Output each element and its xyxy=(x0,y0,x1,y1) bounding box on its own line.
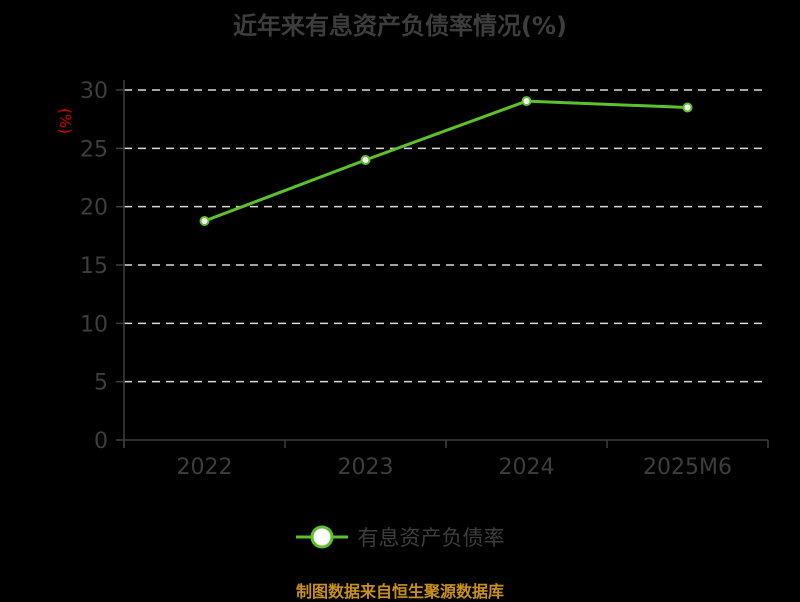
legend-line-marker-icon xyxy=(295,525,348,549)
data-point-marker xyxy=(360,155,371,165)
data-point-marker xyxy=(521,96,532,107)
data-source-note: 制图数据来自恒生聚源数据库 xyxy=(295,582,504,601)
chart-title: 近年来有息资产负债率情况(%) xyxy=(233,12,567,40)
data-point-marker xyxy=(199,216,210,227)
series-line xyxy=(203,99,688,223)
y-tick-label: 5 xyxy=(94,371,108,396)
y-tick-label: 25 xyxy=(80,137,108,162)
legend: 有息资产负债率 xyxy=(0,522,800,552)
y-tick-label: 15 xyxy=(80,254,108,279)
y-tick-label: 30 xyxy=(80,79,108,104)
line-chart: 0 5 10 15 20 25 30 2022 2023 2024 2025M6 xyxy=(80,79,769,480)
x-tick-label: 2023 xyxy=(338,455,394,480)
legend-label: 有息资产负债率 xyxy=(357,526,505,550)
y-tick-label: 20 xyxy=(80,196,108,221)
y-tick-label: 10 xyxy=(80,312,108,337)
x-tick-label: 2025M6 xyxy=(643,455,732,480)
data-point-marker xyxy=(682,102,693,113)
x-tick-label: 2024 xyxy=(499,455,555,480)
y-tick-label: 0 xyxy=(94,429,108,454)
x-tick-label: 2022 xyxy=(177,455,233,480)
